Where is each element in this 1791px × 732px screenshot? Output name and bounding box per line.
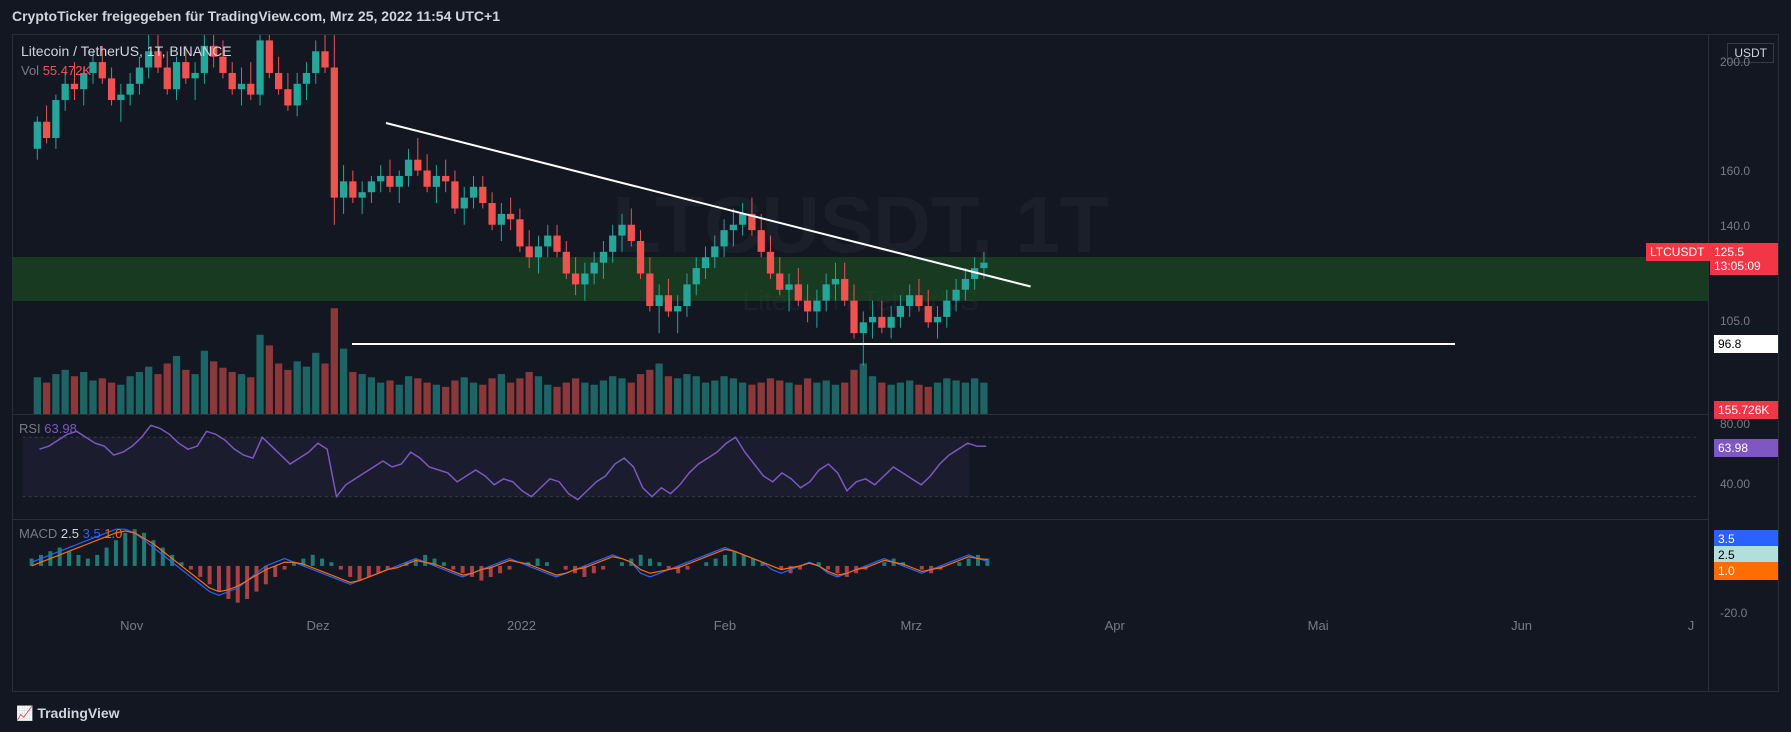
price-tick: 160.0: [1714, 164, 1778, 178]
time-tick: Mai: [1308, 618, 1329, 633]
volume-badge: 155.726K: [1714, 401, 1778, 419]
rsi-tick: 80.00: [1714, 417, 1778, 431]
chart-container: LTCUSDT, 1T Litecoin / TetherUS Litecoin…: [12, 34, 1779, 692]
time-tick: J: [1688, 618, 1695, 633]
price-tick: 200.0: [1714, 55, 1778, 69]
macd-tick: -20.0: [1714, 606, 1778, 620]
header-attribution: CryptoTicker freigegeben für TradingView…: [0, 0, 1791, 32]
logo-icon: 📈: [16, 705, 37, 721]
rsi-value: 63.98: [44, 421, 77, 436]
time-tick: Feb: [714, 618, 736, 633]
rsi-tick: 40.00: [1714, 477, 1778, 491]
time-tick: 2022: [507, 618, 536, 633]
price-tick: 140.0: [1714, 219, 1778, 233]
macd-value-badge: 1.0: [1714, 562, 1778, 580]
volume-label: Vol 55.472K: [21, 63, 91, 78]
rsi-svg: [13, 415, 1708, 519]
time-tick: Jun: [1511, 618, 1532, 633]
price-axis[interactable]: USDT 200.0160.0140.0105.0LTCUSDT125.513:…: [1708, 35, 1778, 691]
candlestick-svg: [13, 35, 1708, 414]
time-tick: Nov: [120, 618, 143, 633]
macd-panel[interactable]: MACD 2.5 3.5 1.0: [13, 520, 1708, 612]
time-tick: Dez: [307, 618, 330, 633]
time-axis[interactable]: Nov Dez 2022 Feb Mrz Apr Mai Jun J: [13, 612, 1708, 691]
current-price-badge: LTCUSDT125.513:05:09: [1714, 243, 1778, 261]
rsi-value-badge: 63.98: [1714, 439, 1778, 457]
macd-label: MACD 2.5 3.5 1.0: [19, 526, 122, 541]
time-tick: Mrz: [901, 618, 923, 633]
rsi-label: RSI 63.98: [19, 421, 77, 436]
rsi-panel[interactable]: RSI 63.98: [13, 415, 1708, 520]
support-price-badge: 96.8: [1714, 335, 1778, 353]
macd-svg: [13, 520, 1708, 612]
tradingview-logo[interactable]: 📈 TradingView: [16, 705, 120, 722]
price-tick: 105.0: [1714, 314, 1778, 328]
time-tick: Apr: [1105, 618, 1125, 633]
trend-line[interactable]: [352, 343, 1455, 345]
main-price-chart[interactable]: LTCUSDT, 1T Litecoin / TetherUS Litecoin…: [13, 35, 1708, 415]
symbol-label[interactable]: Litecoin / TetherUS, 1T, BINANCE: [21, 43, 232, 59]
